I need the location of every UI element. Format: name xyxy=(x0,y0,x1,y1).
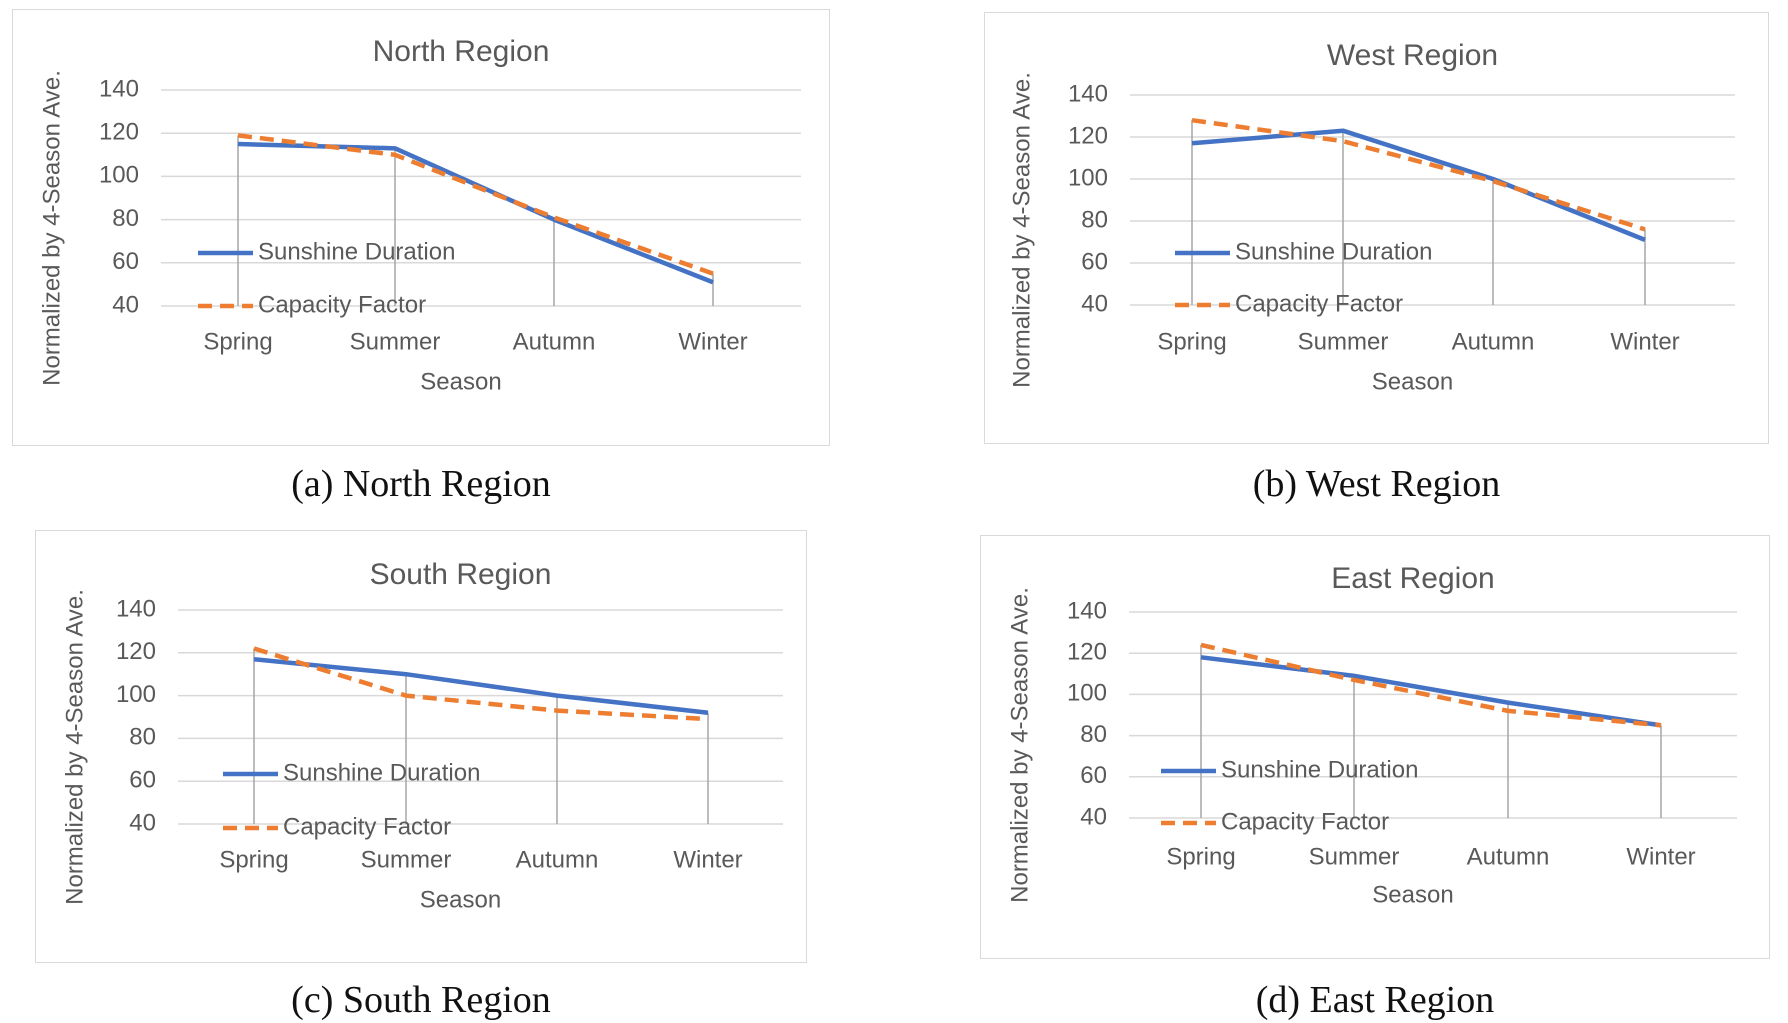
x-tick-label-winter: Winter xyxy=(1610,328,1679,355)
x-tick-label-summer: Summer xyxy=(1298,328,1389,355)
y-tick-label-140: 140 xyxy=(116,595,156,622)
y-tick-label-80: 80 xyxy=(112,205,139,232)
chart-title: South Region xyxy=(370,558,552,591)
chart-svg-east: 40 60 80 100 120 140 Spring Summer Autumn Winter E… xyxy=(1006,562,1737,908)
y-axis-label: Normalized by 4-Season Ave. xyxy=(1006,587,1033,903)
x-axis-label: Season xyxy=(1372,368,1453,395)
caption-south: (c) South Region xyxy=(291,979,551,1021)
x-tick-label-winter: Winter xyxy=(678,328,747,355)
caption-east: (d) East Region xyxy=(1255,979,1495,1021)
legend-label-capacity-factor: Capacity Factor xyxy=(1221,808,1389,835)
y-tick-label-60: 60 xyxy=(1080,762,1107,789)
legend-label-capacity-factor: Capacity Factor xyxy=(283,813,451,840)
y-tick-label-60: 60 xyxy=(112,248,139,275)
series-line-capacity-factor xyxy=(253,646,709,722)
x-tick-label-winter: Winter xyxy=(673,846,742,873)
y-tick-label-140: 140 xyxy=(99,75,139,102)
y-tick-label-80: 80 xyxy=(1080,721,1107,748)
caption-north: (a) North Region xyxy=(291,463,551,505)
x-tick-label-summer: Summer xyxy=(1309,843,1400,870)
x-tick-label-spring: Spring xyxy=(219,846,288,873)
legend-label-sunshine-duration: Sunshine Duration xyxy=(1221,756,1418,783)
y-tick-label-120: 120 xyxy=(1068,122,1108,149)
y-tick-label-60: 60 xyxy=(1081,248,1108,275)
chart-title: West Region xyxy=(1327,39,1498,72)
chart-panel-north: 40 60 80 100 120 140 Spring Summer Autumn Winter N… xyxy=(12,9,830,446)
series-line-sunshine-duration xyxy=(1200,655,1662,728)
legend-label-sunshine-duration: Sunshine Duration xyxy=(1235,238,1432,265)
y-axis-label: Normalized by 4-Season Ave. xyxy=(1008,72,1035,388)
y-tick-label-80: 80 xyxy=(129,724,156,751)
y-tick-label-40: 40 xyxy=(112,291,139,318)
chart-svg-north: 40 60 80 100 120 140 Spring Summer Autumn Winter N… xyxy=(38,35,801,395)
x-tick-label-winter: Winter xyxy=(1626,843,1695,870)
series-line-sunshine-duration xyxy=(253,656,709,715)
chart-title: North Region xyxy=(373,35,550,68)
x-tick-label-summer: Summer xyxy=(350,328,441,355)
x-axis-label: Season xyxy=(1372,881,1453,908)
x-tick-label-spring: Spring xyxy=(1157,328,1226,355)
y-tick-label-120: 120 xyxy=(99,119,139,146)
y-tick-label-120: 120 xyxy=(1067,639,1107,666)
series-line-capacity-factor xyxy=(237,133,714,276)
legend-label-capacity-factor: Capacity Factor xyxy=(258,291,426,318)
chart-svg-west: 40 60 80 100 120 140 Spring Summer Autumn Winter W… xyxy=(1008,39,1735,395)
chart-svg-south: 40 60 80 100 120 140 Spring Summer Autumn Winter S… xyxy=(61,558,783,913)
caption-west: (b) West Region xyxy=(1252,463,1501,505)
y-tick-label-80: 80 xyxy=(1081,206,1108,233)
y-tick-label-100: 100 xyxy=(1067,680,1107,707)
y-tick-label-120: 120 xyxy=(116,638,156,665)
y-tick-label-100: 100 xyxy=(99,162,139,189)
series-line-capacity-factor xyxy=(1191,117,1646,232)
y-tick-label-100: 100 xyxy=(1068,164,1108,191)
legend-label-sunshine-duration: Sunshine Duration xyxy=(283,759,480,786)
y-tick-label-40: 40 xyxy=(1081,290,1108,317)
x-axis-label: Season xyxy=(420,368,501,395)
y-tick-label-40: 40 xyxy=(1080,803,1107,830)
x-tick-label-spring: Spring xyxy=(1166,843,1235,870)
x-tick-label-autumn: Autumn xyxy=(516,846,599,873)
legend-label-capacity-factor: Capacity Factor xyxy=(1235,290,1403,317)
y-axis-label: Normalized by 4-Season Ave. xyxy=(38,70,65,386)
x-axis-label: Season xyxy=(420,886,501,913)
y-tick-label-140: 140 xyxy=(1068,80,1108,107)
legend-label-sunshine-duration: Sunshine Duration xyxy=(258,238,455,265)
chart-title: East Region xyxy=(1331,562,1494,595)
y-tick-label-140: 140 xyxy=(1067,597,1107,624)
x-tick-label-autumn: Autumn xyxy=(513,328,596,355)
x-tick-label-autumn: Autumn xyxy=(1467,843,1550,870)
y-axis-label: Normalized by 4-Season Ave. xyxy=(61,589,88,905)
chart-panel-east: 40 60 80 100 120 140 Spring Summer Autumn Winter E… xyxy=(980,535,1770,959)
series-line-capacity-factor xyxy=(1200,642,1662,728)
series-line-sunshine-duration xyxy=(1191,128,1646,242)
y-tick-label-100: 100 xyxy=(116,681,156,708)
x-tick-label-summer: Summer xyxy=(361,846,452,873)
y-tick-label-60: 60 xyxy=(129,767,156,794)
x-tick-label-autumn: Autumn xyxy=(1452,328,1535,355)
y-tick-label-40: 40 xyxy=(129,809,156,836)
x-tick-label-spring: Spring xyxy=(203,328,272,355)
chart-panel-west: 40 60 80 100 120 140 Spring Summer Autumn Winter W… xyxy=(984,12,1769,444)
chart-panel-south: 40 60 80 100 120 140 Spring Summer Autumn Winter S… xyxy=(35,530,807,963)
